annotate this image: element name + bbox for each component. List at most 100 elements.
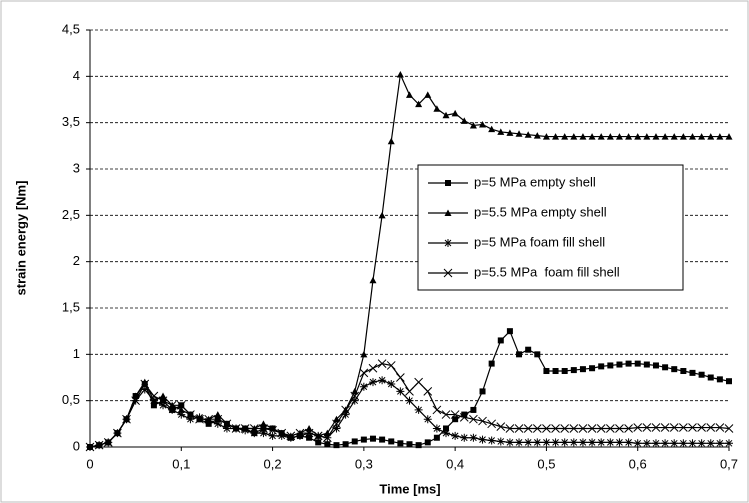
marker-shape bbox=[698, 371, 705, 378]
marker-shape bbox=[598, 363, 605, 370]
y-tick-label: 0,5 bbox=[62, 392, 80, 407]
marker-shape bbox=[597, 133, 605, 140]
marker bbox=[268, 425, 277, 435]
marker bbox=[697, 439, 706, 448]
marker-shape bbox=[615, 438, 624, 447]
marker-shape bbox=[149, 396, 158, 405]
marker-shape bbox=[615, 133, 623, 140]
marker bbox=[551, 438, 560, 447]
legend-label: p=5 MPa empty shell bbox=[474, 174, 596, 189]
x-tick-label: 0,5 bbox=[537, 456, 555, 471]
marker bbox=[625, 133, 633, 140]
marker bbox=[616, 361, 623, 368]
marker bbox=[433, 434, 440, 441]
marker bbox=[662, 364, 669, 371]
marker-shape bbox=[715, 423, 725, 432]
marker bbox=[369, 276, 377, 284]
marker bbox=[451, 431, 460, 440]
marker-shape bbox=[405, 396, 414, 405]
marker-shape bbox=[176, 400, 186, 410]
marker bbox=[286, 431, 296, 441]
marker-shape bbox=[597, 438, 606, 447]
marker-shape bbox=[350, 396, 359, 405]
marker-shape bbox=[607, 362, 614, 369]
marker-shape bbox=[716, 133, 724, 140]
marker bbox=[186, 415, 195, 424]
marker-shape bbox=[396, 387, 405, 396]
marker-shape bbox=[487, 419, 497, 429]
marker bbox=[624, 424, 633, 433]
marker bbox=[259, 424, 268, 433]
marker-shape bbox=[588, 438, 597, 447]
marker-shape bbox=[496, 437, 505, 446]
marker-shape bbox=[186, 410, 195, 419]
legend-label: p=5 MPa foam fill shell bbox=[474, 234, 605, 249]
marker-shape bbox=[204, 414, 214, 424]
marker-shape bbox=[542, 133, 550, 140]
marker bbox=[177, 406, 185, 413]
marker bbox=[231, 424, 241, 433]
marker bbox=[442, 111, 450, 119]
marker bbox=[445, 180, 451, 186]
marker-shape bbox=[277, 431, 286, 440]
marker-shape bbox=[332, 419, 341, 429]
marker bbox=[396, 373, 405, 382]
marker-shape bbox=[268, 431, 277, 440]
marker bbox=[259, 429, 268, 438]
marker-shape bbox=[304, 428, 314, 438]
marker bbox=[332, 424, 341, 433]
marker bbox=[707, 374, 714, 381]
marker bbox=[423, 415, 432, 424]
marker-shape bbox=[679, 133, 687, 140]
marker bbox=[596, 424, 606, 433]
marker bbox=[195, 413, 204, 422]
marker bbox=[707, 133, 715, 140]
marker bbox=[167, 400, 177, 410]
marker bbox=[460, 117, 468, 124]
y-tick-label: 4 bbox=[73, 68, 80, 83]
marker-shape bbox=[141, 378, 149, 386]
marker bbox=[333, 442, 340, 449]
marker bbox=[369, 435, 376, 442]
y-tick-label: 3,5 bbox=[62, 114, 80, 129]
marker-shape bbox=[444, 239, 452, 247]
marker-shape bbox=[405, 387, 414, 396]
marker-shape bbox=[451, 431, 460, 440]
legend-box bbox=[417, 164, 684, 291]
marker-shape bbox=[360, 350, 368, 358]
marker bbox=[523, 424, 533, 433]
marker bbox=[516, 351, 523, 358]
marker bbox=[533, 132, 541, 139]
marker bbox=[460, 433, 469, 442]
marker-shape bbox=[368, 363, 378, 373]
marker-shape bbox=[642, 423, 652, 432]
marker-shape bbox=[195, 413, 204, 422]
marker bbox=[204, 417, 213, 426]
marker bbox=[625, 360, 632, 367]
marker-shape bbox=[333, 442, 340, 449]
marker bbox=[615, 133, 623, 140]
marker bbox=[159, 392, 167, 400]
marker bbox=[688, 439, 697, 448]
marker-shape bbox=[569, 438, 578, 447]
marker-shape bbox=[213, 419, 222, 428]
marker-shape bbox=[615, 424, 624, 433]
marker bbox=[570, 133, 578, 140]
marker-shape bbox=[688, 133, 696, 140]
marker-shape bbox=[433, 434, 440, 441]
marker-shape bbox=[515, 438, 524, 447]
marker-shape bbox=[177, 410, 186, 419]
marker bbox=[533, 438, 542, 447]
x-axis-label: Time [ms] bbox=[379, 481, 440, 496]
marker-shape bbox=[524, 438, 533, 447]
marker-shape bbox=[479, 388, 486, 395]
marker bbox=[589, 365, 596, 372]
marker-shape bbox=[131, 396, 140, 406]
marker-shape bbox=[415, 100, 423, 108]
marker-shape bbox=[514, 424, 524, 433]
marker-shape bbox=[305, 424, 313, 432]
marker-shape bbox=[523, 424, 533, 433]
marker-shape bbox=[167, 400, 177, 410]
marker-shape bbox=[249, 424, 259, 433]
